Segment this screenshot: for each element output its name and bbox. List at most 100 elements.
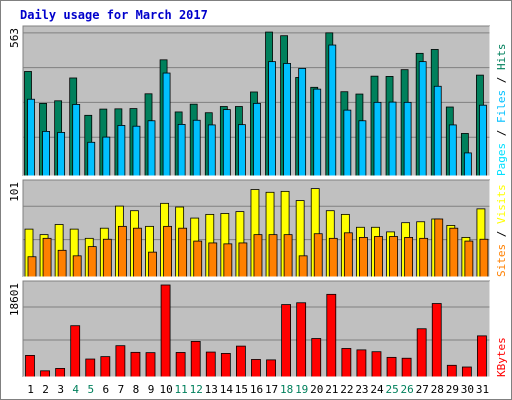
day-label-26: 26	[401, 383, 414, 396]
bar-kbytes-day-3	[55, 368, 66, 378]
bar-sites-day-29	[449, 227, 459, 278]
bar-kbytes-day-26	[401, 357, 412, 378]
bar-files-day-31	[479, 104, 487, 177]
bar-files-day-7	[117, 125, 126, 177]
bar-kbytes-day-8	[130, 351, 141, 378]
panel-max-label: 563	[8, 28, 21, 48]
legend-separator: /	[495, 123, 508, 143]
bar-files-day-12	[192, 119, 201, 177]
bar-files-day-2	[42, 130, 50, 177]
bar-sites-day-31	[479, 238, 489, 278]
day-label-27: 27	[416, 383, 429, 396]
bar-sites-day-24	[374, 236, 383, 278]
day-label-9: 9	[148, 383, 155, 396]
bar-files-day-17	[268, 61, 276, 177]
bar-files-day-21	[328, 44, 337, 177]
bar-kbytes-day-5	[85, 358, 96, 378]
day-label-16: 16	[250, 383, 263, 396]
bar-kbytes-day-18	[281, 304, 291, 378]
day-label-7: 7	[118, 383, 125, 396]
day-label-30: 30	[461, 383, 474, 396]
day-label-29: 29	[446, 383, 459, 396]
legend-visits: Visits	[495, 184, 508, 224]
day-label-25: 25	[385, 383, 398, 396]
bar-kbytes-day-9	[145, 352, 156, 378]
chart-title: Daily usage for March 2017	[20, 8, 208, 22]
day-label-11: 11	[175, 383, 188, 396]
day-label-17: 17	[265, 383, 278, 396]
bar-files-day-24	[373, 101, 382, 177]
bar-sites-day-3	[57, 249, 67, 278]
day-label-14: 14	[220, 383, 234, 396]
day-label-28: 28	[431, 383, 444, 396]
bar-sites-day-4	[72, 255, 82, 278]
bar-sites-day-13	[208, 242, 218, 278]
bar-kbytes-day-27	[416, 328, 427, 378]
day-label-4: 4	[72, 383, 79, 396]
bar-sites-day-25	[389, 236, 398, 278]
bar-sites-day-7	[117, 225, 127, 278]
bar-files-day-1	[27, 98, 35, 177]
bar-kbytes-day-2	[40, 370, 50, 378]
panel-bevel-dark	[22, 179, 490, 277]
bar-kbytes-day-11	[175, 352, 186, 378]
bar-files-day-18	[283, 63, 291, 177]
day-label-12: 12	[190, 383, 203, 396]
bar-files-day-26	[403, 101, 412, 177]
day-label-6: 6	[103, 383, 110, 396]
day-label-15: 15	[235, 383, 248, 396]
bar-sites-day-20	[313, 233, 323, 278]
bar-sites-day-9	[148, 251, 157, 278]
panel-kbytes: 18601 KBytes	[8, 280, 508, 378]
bar-files-day-4	[72, 104, 81, 177]
bar-files-day-20	[313, 88, 322, 177]
bar-kbytes-day-30	[461, 366, 472, 378]
bar-files-day-13	[207, 124, 216, 177]
day-label-21: 21	[325, 383, 338, 396]
bar-sites-day-11	[178, 227, 188, 278]
day-label-20: 20	[310, 383, 323, 396]
bar-sites-day-8	[133, 227, 142, 278]
bar-kbytes-day-13	[205, 351, 216, 378]
bar-sites-day-18	[283, 234, 293, 278]
bar-files-day-14	[222, 109, 231, 177]
bar-kbytes-day-15	[236, 345, 246, 378]
panel-bevel-light	[23, 26, 491, 177]
bar-sites-day-23	[359, 237, 368, 278]
bar-files-day-25	[388, 101, 397, 177]
panel-legend: KBytes	[495, 337, 508, 377]
bar-files-day-6	[102, 136, 111, 177]
bar-kbytes-day-19	[296, 302, 307, 378]
panel-hits-files-pages: 563 Pages / Files / Hits	[8, 25, 508, 177]
bar-sites-day-1	[27, 256, 37, 278]
day-label-3: 3	[57, 383, 64, 396]
legend-kbytes: KBytes	[495, 337, 508, 377]
bar-sites-day-22	[343, 232, 353, 278]
bar-files-day-15	[238, 124, 246, 177]
bar-files-day-29	[448, 124, 457, 177]
day-label-18: 18	[280, 383, 293, 396]
bar-sites-day-14	[223, 243, 233, 278]
bar-kbytes-day-7	[115, 345, 126, 378]
bar-kbytes-day-12	[190, 340, 201, 378]
bar-sites-day-26	[404, 237, 414, 278]
bar-kbytes-day-29	[446, 364, 457, 378]
bar-kbytes-day-1	[25, 355, 35, 378]
chart-panels: 563 Pages / Files / Hits 101 Sites / Visits…	[8, 25, 508, 378]
bar-kbytes-day-20	[311, 338, 322, 378]
bar-files-day-22	[343, 109, 352, 177]
bar-files-day-19	[298, 67, 307, 177]
panel-max-label: 18601	[8, 283, 21, 316]
bar-sites-day-6	[102, 238, 112, 278]
bar-files-day-30	[463, 152, 472, 177]
day-label-10: 10	[159, 383, 172, 396]
bar-files-day-5	[87, 141, 96, 177]
bar-kbytes-day-10	[160, 284, 171, 378]
bar-kbytes-day-17	[266, 359, 276, 378]
bar-sites-day-19	[298, 255, 308, 278]
bar-sites-day-2	[42, 237, 52, 278]
day-label-8: 8	[133, 383, 140, 396]
bar-kbytes-day-25	[386, 356, 397, 378]
legend-files: Files	[495, 90, 508, 123]
